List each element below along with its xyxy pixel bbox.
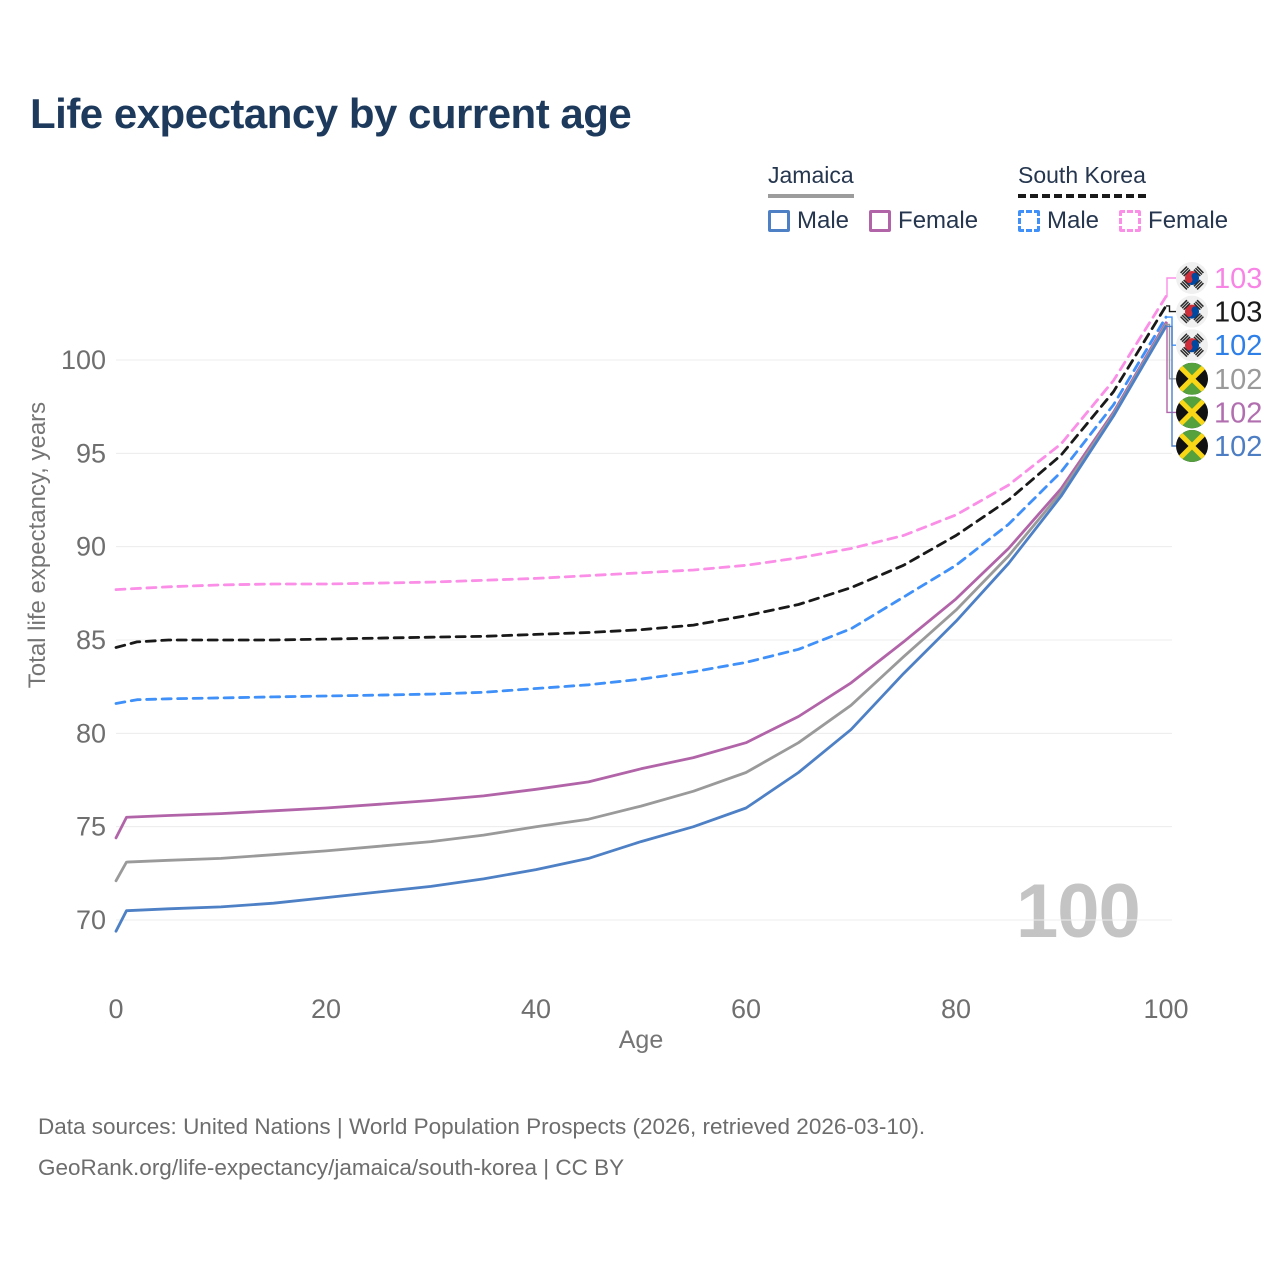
series-line-jamaica-male[interactable] <box>114 324 1168 933</box>
legend-label-jamaica-male[interactable]: Male <box>797 207 850 234</box>
legend-swatch-south-korea-male[interactable] <box>1018 210 1040 232</box>
end-value-label-jamaica-female: 102 <box>1214 397 1262 429</box>
end-value-label-jamaica-male: 102 <box>1214 431 1262 463</box>
x-tick-label-20: 20 <box>311 994 341 1024</box>
x-axis-title: Age <box>618 1026 664 1054</box>
legend-group-south-korea: South Korea Male Female <box>1018 162 1248 235</box>
y-tick-label-90: 90 <box>76 532 106 562</box>
connector-jamaica-female <box>1166 322 1176 414</box>
watermark-age-100: 100 <box>1016 869 1141 954</box>
x-tick-label-60: 60 <box>731 994 761 1024</box>
y-tick-label-95: 95 <box>76 438 106 468</box>
legend-label-south-korea-male[interactable]: Male <box>1047 207 1100 234</box>
footer-data-sources: Data sources: United Nations | World Pop… <box>38 1114 926 1139</box>
page-title: Life expectancy by current age <box>30 90 632 137</box>
legend-swatch-jamaica-female[interactable] <box>869 210 892 232</box>
x-tick-label-0: 0 <box>108 994 123 1024</box>
end-value-label-south-korea-male: 102 <box>1214 330 1262 362</box>
chart-legend: Jamaica Male Female South Korea Male Fem… <box>0 162 1280 252</box>
y-tick-label-70: 70 <box>76 905 106 935</box>
jamaica-flag-icon <box>1174 361 1210 397</box>
y-tick-label-100: 100 <box>61 345 106 375</box>
footer: Data sources: United Nations | World Pop… <box>38 1106 925 1188</box>
south-korea-flag-icon <box>1176 295 1208 328</box>
jamaica-flag-icon <box>1174 428 1210 464</box>
end-value-label-jamaica-total: 102 <box>1214 364 1262 396</box>
series-line-south-korea-total[interactable] <box>114 304 1168 649</box>
series-line-jamaica-total[interactable] <box>114 323 1168 883</box>
connector-south-korea-total <box>1166 305 1176 313</box>
end-value-label-south-korea-total: 103 <box>1214 297 1262 329</box>
legend-swatch-jamaica-male[interactable] <box>768 210 790 232</box>
legend-label-jamaica-female[interactable]: Female <box>898 207 979 234</box>
connector-jamaica-total <box>1166 323 1176 380</box>
connector-jamaica-male <box>1166 325 1176 447</box>
x-tick-label-40: 40 <box>521 994 551 1024</box>
footer-attribution: GeoRank.org/life-expectancy/jamaica/sout… <box>38 1155 625 1180</box>
jamaica-flag-icon <box>1174 394 1210 430</box>
series-layer <box>114 295 1168 933</box>
legend-label-south-korea-female[interactable]: Female <box>1148 207 1229 234</box>
end-value-label-south-korea-female: 103 <box>1214 263 1262 295</box>
series-line-south-korea-male[interactable] <box>114 315 1168 705</box>
legend-country-south-korea[interactable]: South Korea <box>1018 162 1146 198</box>
x-tick-label-80: 80 <box>941 994 971 1024</box>
connector-south-korea-female <box>1166 277 1176 298</box>
y-tick-label-85: 85 <box>76 625 106 655</box>
legend-country-jamaica[interactable]: Jamaica <box>768 162 854 198</box>
y-tick-label-75: 75 <box>76 812 106 842</box>
x-tick-label-100: 100 <box>1143 994 1188 1024</box>
series-line-south-korea-female[interactable] <box>114 295 1168 591</box>
series-line-jamaica-female[interactable] <box>114 321 1168 840</box>
legend-swatch-south-korea-female[interactable] <box>1119 210 1142 232</box>
legend-group-jamaica: Jamaica Male Female <box>768 162 998 235</box>
south-korea-flag-icon <box>1176 262 1208 294</box>
grid-layer: 70 75 80 85 90 95 100 0 20 40 60 80 100 <box>61 345 1189 1024</box>
y-tick-label-80: 80 <box>76 718 106 748</box>
south-korea-flag-icon <box>1176 329 1208 362</box>
